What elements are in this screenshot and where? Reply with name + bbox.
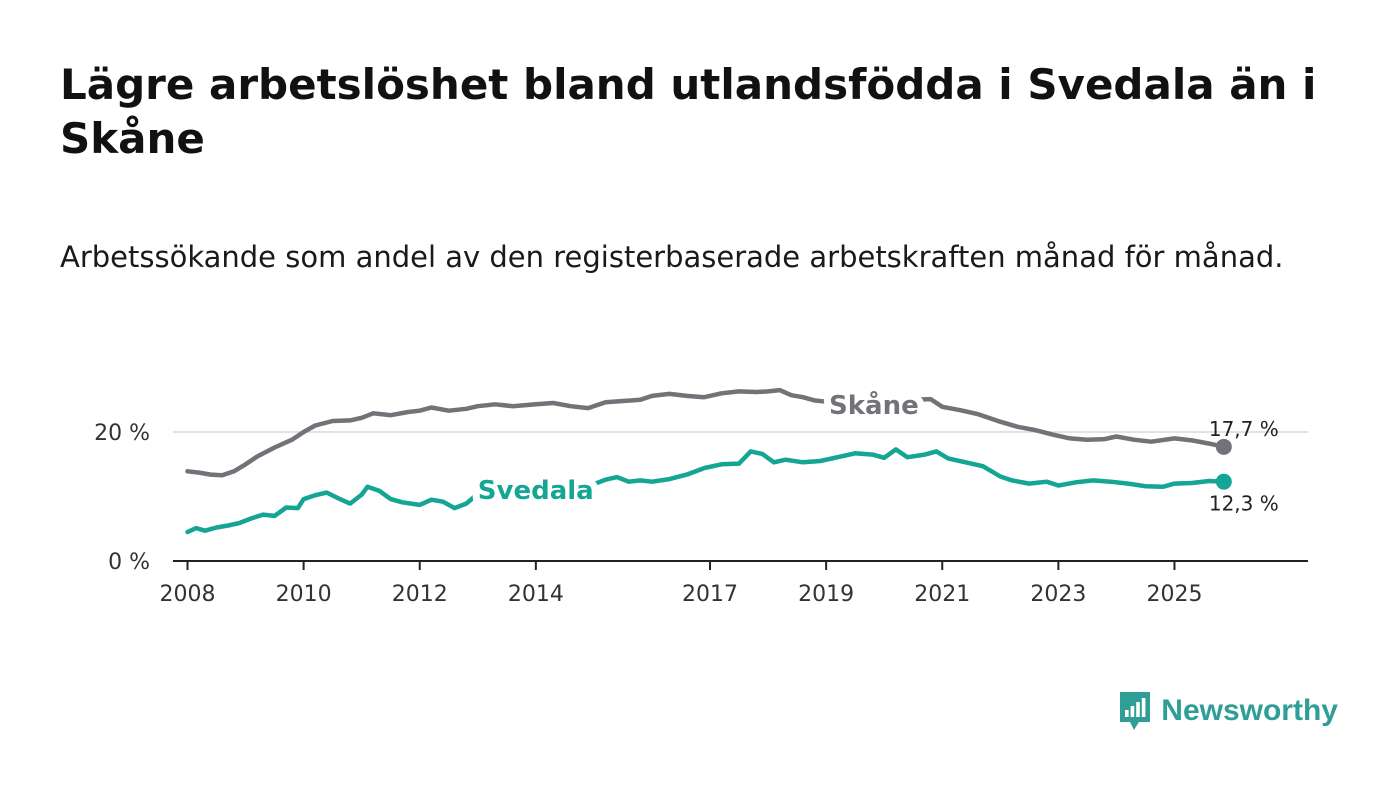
axes: 0 % 20 % 2008 2010 2012 2014 2017 2019 2021 2023 2… [94, 421, 1308, 607]
end-value-label: 12,3 % [1209, 492, 1279, 516]
x-tick-label: 2019 [798, 582, 854, 607]
x-tick-label: 2012 [392, 582, 448, 607]
chart-title: Lägre arbetslöshet bland utlandsfödda i … [60, 60, 1317, 163]
series-label-skane: Skåne [829, 389, 919, 421]
x-tick-label: 2014 [508, 582, 564, 607]
series-lines [185, 387, 1232, 535]
y-tick-label: 0 % [108, 550, 150, 575]
end-point-skane [1215, 438, 1232, 455]
series-line-skane [185, 387, 1227, 478]
x-tick-label: 2010 [276, 582, 332, 607]
end-value-label: 17,7 % [1209, 417, 1279, 441]
series-labels: 17,7 % Skåne 12,3 % Svedala [471, 382, 1279, 516]
end-point-svedala [1215, 473, 1232, 490]
brand-name: Newsworthy [1161, 694, 1338, 727]
chart-subtitle: Arbetssökande som andel av den registerb… [60, 240, 1284, 274]
x-tick-label: 2017 [682, 582, 738, 607]
y-tick-label: 20 % [94, 421, 150, 446]
newsworthy-logo: Newsworthy [1117, 688, 1338, 734]
line-chart: 0 % 20 % 2008 2010 2012 2014 2017 2019 2021 2023 2… [94, 382, 1308, 607]
series-label-svedala: Svedala [478, 476, 594, 506]
newsworthy-icon [1120, 692, 1151, 730]
series-line-svedala [185, 447, 1227, 535]
x-tick-label: 2021 [914, 582, 970, 607]
x-tick-label: 2008 [160, 582, 216, 607]
x-tick-label: 2023 [1030, 582, 1086, 607]
x-tick-label: 2025 [1146, 582, 1202, 607]
